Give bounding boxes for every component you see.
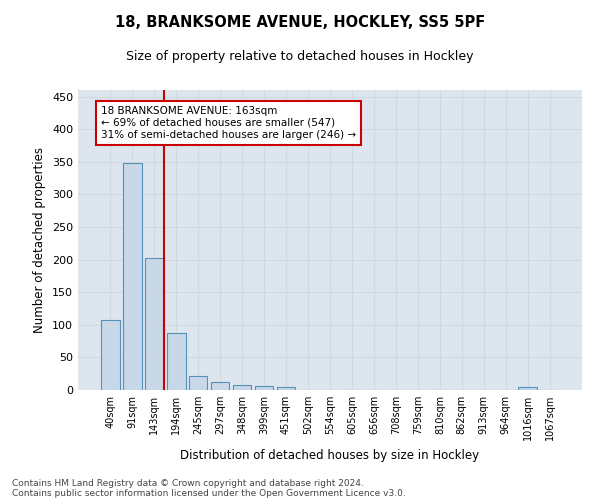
Bar: [518, 388, 537, 390]
X-axis label: Distribution of detached houses by size in Hockley: Distribution of detached houses by size …: [181, 448, 479, 462]
Text: Contains public sector information licensed under the Open Government Licence v3: Contains public sector information licen…: [12, 488, 406, 498]
Bar: [233, 385, 251, 390]
Bar: [277, 388, 295, 390]
Text: 18 BRANKSOME AVENUE: 163sqm
← 69% of detached houses are smaller (547)
31% of se: 18 BRANKSOME AVENUE: 163sqm ← 69% of det…: [101, 106, 356, 140]
Text: Contains HM Land Registry data © Crown copyright and database right 2024.: Contains HM Land Registry data © Crown c…: [12, 478, 364, 488]
Bar: [167, 332, 185, 390]
Bar: [145, 258, 164, 390]
Bar: [101, 320, 119, 390]
Bar: [211, 382, 229, 390]
Bar: [255, 386, 274, 390]
Bar: [123, 163, 142, 390]
Y-axis label: Number of detached properties: Number of detached properties: [34, 147, 46, 333]
Text: 18, BRANKSOME AVENUE, HOCKLEY, SS5 5PF: 18, BRANKSOME AVENUE, HOCKLEY, SS5 5PF: [115, 15, 485, 30]
Text: Size of property relative to detached houses in Hockley: Size of property relative to detached ho…: [126, 50, 474, 63]
Bar: [189, 376, 208, 390]
